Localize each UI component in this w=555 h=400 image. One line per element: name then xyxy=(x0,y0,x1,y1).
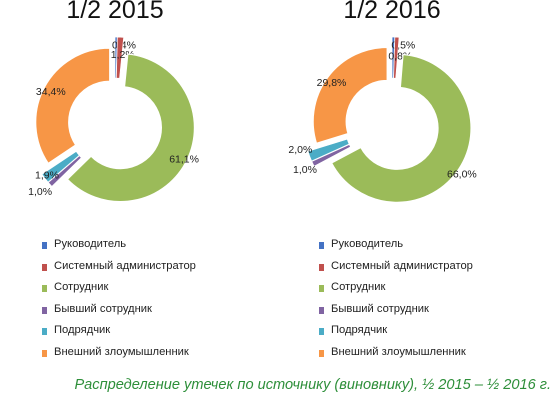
legend-swatch xyxy=(42,328,47,336)
legend-swatch xyxy=(42,285,47,293)
slice-manager xyxy=(114,36,118,79)
legend-swatch xyxy=(42,306,47,314)
slice-external-attacker xyxy=(312,46,388,145)
legend-label: Подрядчик xyxy=(331,324,388,337)
slice-external-attacker xyxy=(35,47,111,165)
chart-title: 1/2 2016 xyxy=(343,0,441,24)
legend-swatch xyxy=(319,285,324,293)
donut-chart: 0,5%0,8%66,0%1,0%2,0%29,8% xyxy=(288,36,477,203)
legend-label: Сотрудник xyxy=(331,281,386,294)
legend-swatch xyxy=(319,263,324,271)
donut-chart: 0,4%1,2%61,1%1,0%1,9%34,4% xyxy=(28,36,199,203)
data-label-external-attacker: 29,8% xyxy=(317,77,347,89)
legend-swatch xyxy=(42,263,47,271)
slice-sysadmin xyxy=(116,36,124,79)
data-label-contractor: 2,0% xyxy=(288,144,312,156)
slice-employee xyxy=(66,53,195,203)
slice-employee xyxy=(330,53,472,203)
figure-caption: Распределение утечек по источнику (винов… xyxy=(74,377,551,393)
data-label-contractor: 1,9% xyxy=(35,170,59,182)
chart-panel-2015: 1/2 2015 0,4% 1,2% 61,1% 1,0% 1,9% 34,4% Руко… xyxy=(0,0,278,372)
legend-label: Бывший сотрудник xyxy=(54,302,152,315)
legend-swatch xyxy=(42,242,47,249)
legend-swatch xyxy=(319,306,324,314)
legend-label: Руководитель xyxy=(54,238,127,250)
data-label-ex-employee: 1,0% xyxy=(293,164,317,176)
slice-ex-employee xyxy=(47,155,82,187)
chart-title: 1/2 2015 xyxy=(66,0,164,24)
chart-panel-2016: 1/2 2016 0,5% 0,8% 66,0% 1,0% 2,0% 29,8% Руко… xyxy=(277,0,555,372)
data-label-ex-employee: 1,0% xyxy=(28,186,52,198)
legend-label: Системный администратор xyxy=(331,259,473,272)
legend-swatch xyxy=(319,328,324,336)
legend-swatch xyxy=(319,349,324,357)
legend-label: Бывший сотрудник xyxy=(331,302,429,315)
data-label-external-attacker: 34,4% xyxy=(36,86,66,98)
legend-swatch xyxy=(319,242,324,249)
slice-contractor xyxy=(307,138,350,162)
legend-label: Внешний злоумышленник xyxy=(331,345,466,358)
legend-label: Сотрудник xyxy=(54,281,109,294)
slice-sysadmin xyxy=(393,36,400,79)
legend-label: Руководитель xyxy=(331,238,404,250)
slice-ex-employee xyxy=(311,144,351,167)
legend-label: Системный администратор xyxy=(54,259,196,272)
legend-label: Подрядчик xyxy=(54,324,111,337)
slice-contractor xyxy=(41,151,80,183)
data-label-employee: 66,0% xyxy=(447,169,477,181)
legend-swatch xyxy=(42,349,47,357)
legend-label: Внешний злоумышленник xyxy=(54,345,189,358)
data-label-employee: 61,1% xyxy=(169,153,199,165)
